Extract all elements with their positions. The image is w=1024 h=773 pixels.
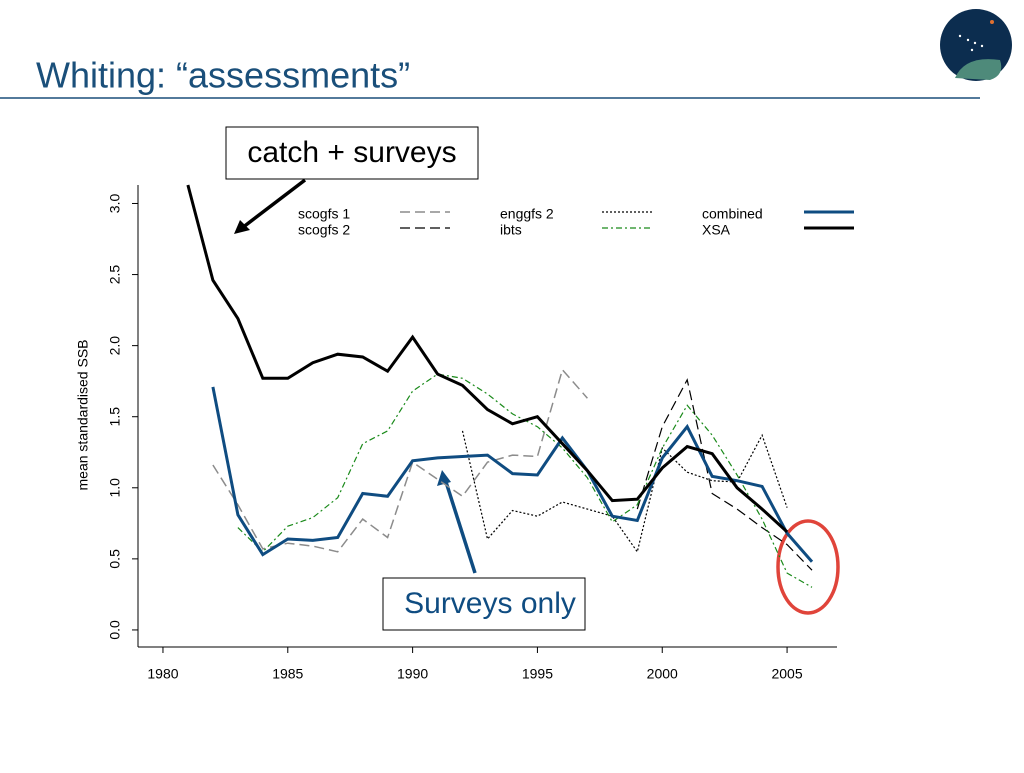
y-tick-label: 0.5 [107, 549, 123, 569]
series-line [211, 386, 814, 563]
annotation-box [225, 126, 479, 180]
y-axis-label: mean standardised SSB [75, 340, 91, 491]
annotation-arrow [240, 178, 307, 230]
x-tick-label: 1995 [522, 666, 553, 682]
x-tick-label: 2000 [647, 666, 678, 682]
annotation-arrow [444, 481, 477, 574]
annotation: catch + surveys [247, 136, 456, 169]
annotation: Surveys only [404, 587, 576, 620]
legend-label: ibts [500, 222, 522, 238]
x-tick-label: 2005 [771, 666, 802, 682]
y-tick-label: 1.5 [107, 407, 123, 427]
series-line [212, 368, 588, 553]
series-line [636, 378, 813, 571]
y-tick-label: 0.0 [107, 620, 123, 640]
legend-label: scogfs 2 [298, 222, 350, 238]
legend-label: scogfs 1 [298, 206, 350, 222]
y-tick-label: 1.0 [107, 478, 123, 498]
series-line [237, 373, 813, 588]
x-tick-label: 1990 [397, 666, 428, 682]
legend-label: combined [702, 206, 763, 222]
y-tick-label: 2.5 [107, 265, 123, 285]
logo [940, 9, 1012, 81]
annotation-box [382, 577, 586, 631]
x-tick-label: 1985 [272, 666, 303, 682]
slide-title: Whiting: “assessments” [36, 55, 410, 96]
arrow-head [234, 220, 250, 234]
series-line [186, 184, 789, 534]
legend-label: enggfs 2 [500, 206, 554, 222]
legend-label: XSA [702, 222, 731, 238]
x-tick-label: 1980 [147, 666, 178, 682]
y-tick-label: 3.0 [107, 194, 123, 214]
highlight-ellipse [776, 519, 840, 615]
series-line [461, 430, 788, 554]
arrow-head [437, 470, 451, 486]
y-tick-label: 2.0 [107, 336, 123, 356]
